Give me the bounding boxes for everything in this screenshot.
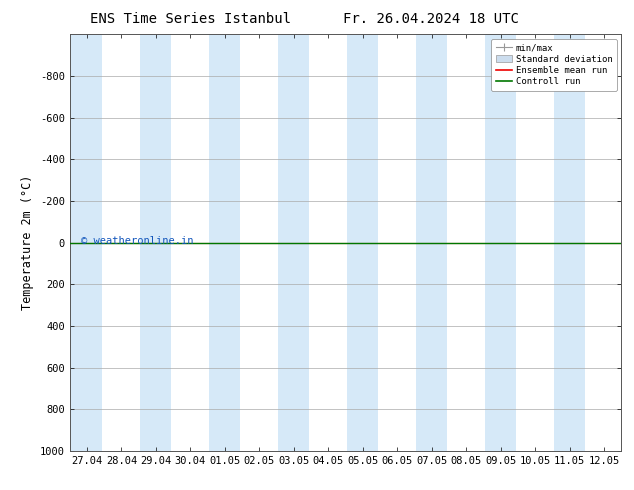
Bar: [554, 34, 585, 451]
Bar: [347, 34, 378, 451]
Text: ENS Time Series Istanbul: ENS Time Series Istanbul: [89, 12, 291, 26]
Bar: [72, 34, 103, 451]
Y-axis label: Temperature 2m (°C): Temperature 2m (°C): [22, 175, 34, 310]
Bar: [209, 34, 240, 451]
Legend: min/max, Standard deviation, Ensemble mean run, Controll run: min/max, Standard deviation, Ensemble me…: [491, 39, 617, 91]
Text: Fr. 26.04.2024 18 UTC: Fr. 26.04.2024 18 UTC: [343, 12, 519, 26]
Bar: [416, 34, 447, 451]
Bar: [485, 34, 516, 451]
Bar: [140, 34, 171, 451]
Bar: [278, 34, 309, 451]
Text: © weatheronline.in: © weatheronline.in: [81, 236, 193, 246]
